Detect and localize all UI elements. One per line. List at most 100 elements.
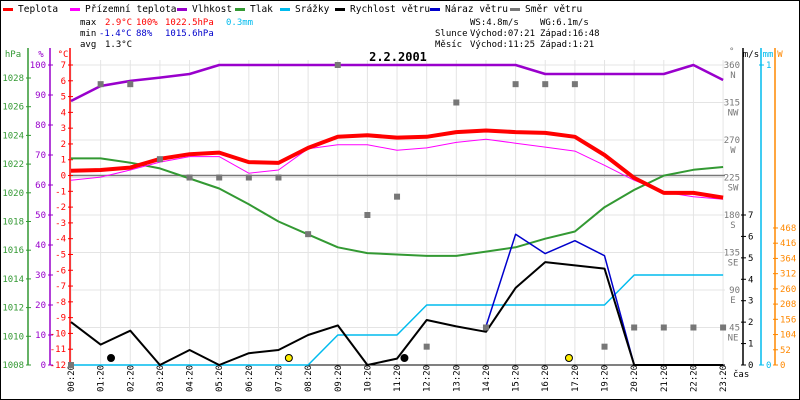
hpa-tick-label: 1012 (2, 304, 24, 314)
temp-tick-label: -5 (55, 250, 66, 260)
temp-tick-label: -7 (55, 282, 66, 292)
temp-tick-label: -8 (55, 298, 66, 308)
w-tick-label: 468 (780, 224, 796, 234)
w-tick-label: 104 (780, 331, 796, 341)
legend-swatch (235, 8, 245, 11)
w-axis-unit: W (777, 50, 783, 60)
x-tick-label: 14:20 (482, 365, 492, 392)
pct-tick-label: 100 (30, 61, 46, 71)
wind-direction-point (186, 174, 193, 181)
sun-label: Slunce (435, 29, 468, 39)
wind-direction-point (245, 174, 252, 181)
legend-label: Teplota (18, 4, 58, 15)
moon-rise-icon (400, 354, 409, 362)
w-tick-label: 208 (780, 300, 796, 310)
hpa-axis-unit: hPa (5, 50, 21, 60)
pct-tick-label: 70 (35, 151, 46, 161)
x-tick-label: 05:20 (215, 365, 225, 392)
min-temp: -1.4°C (99, 29, 132, 39)
temp-tick-label: -3 (55, 219, 66, 229)
legend-swatch (177, 8, 187, 11)
wind-direction-point (97, 81, 104, 88)
dir-axis-unit: ° (729, 47, 734, 57)
pct-tick-label: 40 (35, 241, 46, 251)
temp-tick-label: 6 (61, 77, 66, 87)
wind-direction-point (453, 99, 460, 106)
w-tick-label: 416 (780, 239, 796, 249)
x-axis-label: čas (733, 369, 749, 380)
wind-direction-point (423, 343, 430, 350)
legend: Teplota Přízemní teplota Vlhkost Tlak Srážky… (3, 4, 582, 15)
moonrise-time: Východ:11:25 (470, 40, 535, 50)
avg-temp: 1.3°C (105, 40, 132, 50)
mm-tick-label: 1 (766, 61, 771, 71)
moonset-time: Západ:1:21 (540, 40, 594, 50)
x-tick-label: 19:20 (601, 365, 611, 392)
sunset-time: Západ:16:48 (540, 29, 600, 39)
ms-tick-label: 3 (748, 297, 753, 307)
dir-compass-label: SW (728, 184, 739, 194)
w-tick-label: 0 (780, 361, 785, 371)
dir-tick-label: 270 (724, 136, 740, 146)
series-line-p-zemn-teplota (70, 138, 724, 200)
x-tick-label: 00:20 (67, 365, 77, 392)
wind-speed-max: WS:4.8m/s (470, 18, 519, 28)
legend-label: Tlak (250, 4, 273, 15)
legend-label: Směr větru (525, 4, 582, 15)
ms-axis-unit: m/s (743, 50, 759, 60)
dir-compass-label: NW (728, 109, 739, 119)
chart-title: 2.2.2001 (369, 50, 427, 64)
temp-tick-label: 5 (61, 93, 66, 103)
temp-tick-label: -11 (50, 345, 66, 355)
min-humidity: 88% (136, 29, 153, 39)
pct-tick-label: 50 (35, 211, 46, 221)
x-tick-label: 21:20 (660, 365, 670, 392)
axes: hPa1008101010121014101610181020102210241… (2, 47, 796, 371)
w-tick-label: 312 (780, 270, 796, 280)
pct-tick-label: 0 (41, 361, 46, 371)
dir-tick-label: 180 (724, 211, 740, 221)
min-label: min (80, 29, 96, 39)
legend-swatch (430, 8, 440, 11)
legend-swatch (335, 8, 345, 11)
temp-tick-label: -12 (50, 361, 66, 371)
max-pressure: 1022.5hPa (165, 18, 214, 28)
x-tick-label: 17:20 (571, 365, 581, 392)
pct-axis-unit: % (38, 50, 44, 60)
dir-compass-label: W (730, 146, 736, 156)
hpa-tick-label: 1018 (2, 218, 24, 228)
series-line-rychlost-v-tru (70, 261, 724, 366)
wind-direction-point (216, 174, 223, 181)
dir-tick-label: 315 (724, 99, 740, 109)
wind-direction-point (482, 324, 489, 331)
temp-tick-label: 3 (61, 124, 66, 134)
wind-direction-point (334, 62, 341, 68)
legend-label: Přízemní teplota (85, 4, 177, 15)
hpa-tick-label: 1008 (2, 361, 24, 371)
ms-tick-label: 5 (748, 254, 753, 264)
dir-compass-label: S (730, 221, 735, 231)
max-temp: 2.9°C (105, 18, 132, 28)
w-tick-label: 156 (780, 315, 796, 325)
series-line-sr-ky (71, 274, 724, 366)
x-tick-label: 13:20 (452, 365, 462, 392)
sunrise-icon (284, 354, 293, 362)
ms-tick-label: 1 (748, 340, 753, 350)
x-tick-label: 06:20 (245, 365, 255, 392)
legend-swatch (510, 8, 520, 11)
grid: 00:20 01:20 02:20 03:20 04:20 05:20 06:20 07:20… (67, 60, 729, 392)
pct-tick-label: 10 (35, 331, 46, 341)
wind-direction-point (720, 324, 727, 331)
avg-label: avg (80, 40, 96, 50)
x-tick-label: 04:20 (186, 365, 196, 392)
temp-tick-label: 4 (61, 108, 66, 118)
ms-tick-label: 7 (748, 211, 753, 221)
wind-direction-point (631, 324, 638, 331)
dir-tick-label: 45 (729, 324, 740, 334)
temp-tick-label: -10 (50, 329, 66, 339)
markers (68, 62, 727, 368)
series-line-vlhkost (70, 63, 724, 103)
max-humidity: 100% (136, 18, 158, 28)
moon-set-icon (107, 354, 116, 362)
